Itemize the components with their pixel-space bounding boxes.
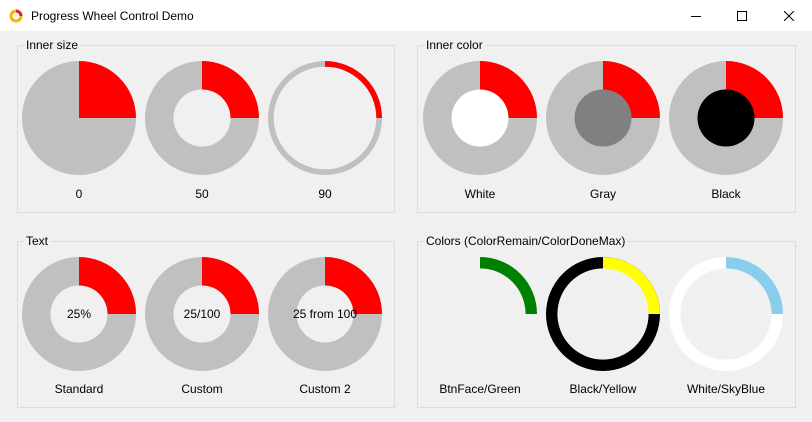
wheel-caption: Standard [54, 382, 104, 396]
wheel-inner [680, 268, 772, 360]
wheel-caption: 90 [318, 187, 332, 201]
wheel-caption: 0 [75, 187, 83, 201]
group-label: Text [24, 234, 51, 248]
group-label: Inner color [424, 38, 485, 52]
wheel-caption: BtnFace/Green [439, 382, 521, 396]
wheel-inner [574, 89, 632, 147]
progress-wheel [423, 61, 537, 175]
progress-wheel [546, 61, 660, 175]
progress-wheel [22, 61, 136, 175]
wheel-caption: Black/Yellow [569, 382, 637, 396]
wheel-caption: 50 [195, 187, 209, 201]
inner-color-group: Inner color [417, 38, 796, 213]
minimize-button[interactable] [673, 0, 719, 31]
wheel-caption: Custom 2 [299, 382, 351, 396]
wheel-inner [296, 285, 354, 343]
minimize-icon [691, 15, 701, 17]
wheel-caption: White/SkyBlue [686, 382, 766, 396]
group-label: Inner size [24, 38, 81, 52]
progress-wheel [423, 257, 537, 371]
close-button[interactable] [766, 0, 812, 31]
title-bar[interactable]: Progress Wheel Control Demo [0, 0, 812, 31]
wheel-inner [173, 89, 231, 147]
wheel-caption: White [464, 187, 496, 201]
wheel-inner [273, 66, 377, 170]
progress-wheel: 25 from 100 [268, 257, 382, 371]
wheel-inner [173, 285, 231, 343]
progress-wheel [268, 61, 382, 175]
colors-group: Colors (ColorRemain/ColorDoneMax) [417, 234, 796, 408]
progress-wheel: 25/100 [145, 257, 259, 371]
progress-wheel: 25% [22, 257, 136, 371]
text-group: Text [17, 234, 395, 408]
wheel-caption: Custom [181, 382, 223, 396]
wheel-text: 25% [66, 307, 92, 321]
maximize-button[interactable] [719, 0, 765, 31]
group-label: Colors (ColorRemain/ColorDoneMax) [424, 234, 628, 248]
wheel-inner [557, 268, 649, 360]
ring-icon [9, 9, 23, 23]
wheel-inner [434, 268, 526, 360]
wheel-inner [451, 89, 509, 147]
close-icon [784, 10, 794, 21]
wheel-caption: Black [711, 187, 741, 201]
inner-size-group: Inner size [17, 38, 395, 213]
window-title: Progress Wheel Control Demo [31, 9, 194, 23]
wheel-done [79, 61, 136, 118]
wheel-inner [50, 285, 108, 343]
wheel-text: 25/100 [183, 307, 221, 321]
maximize-icon [737, 10, 747, 21]
progress-wheel [669, 61, 783, 175]
progress-wheel [669, 257, 783, 371]
wheel-inner [697, 89, 755, 147]
progress-wheel [546, 257, 660, 371]
progress-wheel [145, 61, 259, 175]
wheel-caption: Gray [589, 187, 616, 201]
wheel-text: 25 from 100 [292, 307, 358, 321]
